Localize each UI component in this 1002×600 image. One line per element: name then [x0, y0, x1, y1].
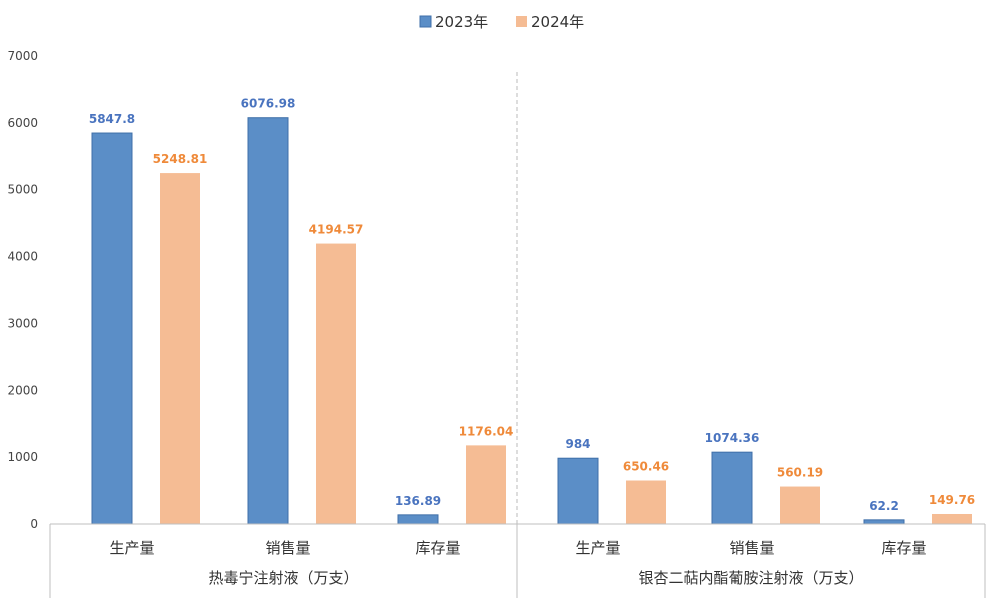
y-tick-label-6: 6000 [7, 116, 38, 130]
data-label-0-1: 6076.98 [241, 97, 296, 111]
data-label-1-1: 4194.57 [309, 223, 364, 237]
bar-0-3 [557, 457, 599, 525]
data-label-0-3: 984 [565, 437, 590, 451]
bar-1-3 [626, 480, 666, 524]
bar-0-1 [247, 117, 289, 525]
legend-swatch-1 [516, 16, 527, 27]
y-axis: 0 1000 2000 3000 4000 5000 6000 7000 [7, 49, 38, 531]
y-tick-label-2: 2000 [7, 383, 38, 397]
bar-1-5 [932, 513, 972, 524]
y-tick-label-3: 3000 [7, 316, 38, 330]
y-tick-label-7: 7000 [7, 49, 38, 63]
bar-0-4 [711, 451, 753, 525]
category-label-2: 库存量 [415, 539, 460, 557]
data-label-1-2: 1176.04 [459, 424, 514, 438]
data-label-1-0: 5248.81 [153, 152, 208, 166]
category-label-4: 销售量 [729, 539, 774, 557]
data-label-0-2: 136.89 [395, 494, 441, 508]
y-tick-label-1: 1000 [7, 450, 38, 464]
data-label-0-0: 5847.8 [89, 112, 135, 126]
category-label-1: 销售量 [265, 539, 310, 557]
category-label-3: 生产量 [575, 539, 620, 557]
category-label-0: 生产量 [109, 539, 154, 557]
bar-1-1 [316, 243, 356, 524]
data-label-1-3: 650.46 [623, 460, 669, 474]
data-label-1-4: 560.19 [777, 466, 823, 480]
y-tick-label-5: 5000 [7, 183, 38, 197]
bar-1-2 [466, 445, 506, 524]
bar-0-5 [863, 519, 905, 525]
group-label-1: 银杏二萜内酯葡胺注射液（万支） [638, 569, 863, 587]
bar-0-0 [91, 132, 133, 525]
data-label-0-4: 1074.36 [705, 431, 760, 445]
y-tick-label-4: 4000 [7, 250, 38, 264]
bar-1-0 [160, 173, 200, 524]
legend-label-0: 2023年 [435, 13, 488, 31]
data-label-1-5: 149.76 [929, 493, 975, 507]
y-tick-label-0: 0 [30, 517, 38, 531]
plot-area: 5847.8 6076.98 136.89 984 1074.36 62.2 5248.81… [89, 72, 975, 525]
bar-0-2 [397, 514, 439, 525]
group-label-0: 热毒宁注射液（万支） [208, 569, 358, 587]
legend-swatch-0 [419, 15, 432, 28]
legend-label-1: 2024年 [531, 13, 584, 31]
category-label-5: 库存量 [881, 539, 926, 557]
bar-1-4 [780, 486, 820, 524]
data-label-0-5: 62.2 [869, 499, 899, 513]
legend: 2023年 2024年 [419, 13, 584, 31]
